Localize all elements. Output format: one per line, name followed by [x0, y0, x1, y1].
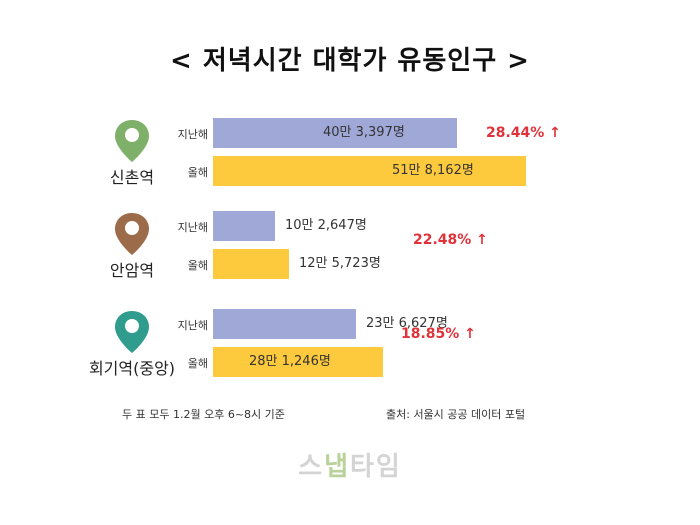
bar-value-label: 51만 8,162명: [392, 163, 474, 178]
series-label: 올해: [187, 357, 208, 370]
map-pin-icon: [115, 213, 149, 255]
series-label: 지난해: [177, 221, 208, 234]
logo-part-2: 냅: [324, 452, 350, 482]
bar: [213, 347, 383, 377]
series-label: 지난해: [177, 128, 208, 141]
map-pin-icon: [115, 311, 149, 353]
bar: [213, 211, 275, 241]
station-label: 신촌역: [109, 168, 155, 187]
station-label: 회기역(중앙): [88, 359, 176, 378]
bar-value-label: 28만 1,246명: [249, 354, 331, 369]
change-percent-label: 22.48% ↑: [413, 232, 488, 248]
station-label: 안암역: [109, 261, 155, 280]
snaptime-logo: 스냅타임: [0, 446, 700, 483]
logo-part-1: 스: [298, 452, 325, 482]
bar: [213, 309, 356, 339]
map-pin-icon: [115, 120, 149, 162]
series-label: 지난해: [177, 319, 208, 332]
series-label: 올해: [187, 259, 208, 272]
footnote-time-basis: 두 표 모두 1.2월 오후 6~8시 기준: [122, 408, 285, 421]
bar-value-label: 12만 5,723명: [299, 256, 381, 271]
bar-value-label: 23만 6,627명: [366, 316, 448, 331]
bar-value-label: 10만 2,647명: [285, 218, 367, 233]
logo-part-3: 타임: [350, 452, 402, 482]
bar: [213, 156, 526, 186]
series-label: 올해: [187, 166, 208, 179]
footnote-source: 출처: 서울시 공공 데이터 포털: [386, 408, 526, 421]
chart-title: < 저녁시간 대학가 유동인구 >: [170, 46, 530, 76]
bar: [213, 118, 457, 148]
bar: [213, 249, 289, 279]
change-percent-label: 18.85% ↑: [401, 326, 476, 342]
bar-value-label: 40만 3,397명: [323, 125, 405, 140]
change-percent-label: 28.44% ↑: [486, 125, 561, 141]
